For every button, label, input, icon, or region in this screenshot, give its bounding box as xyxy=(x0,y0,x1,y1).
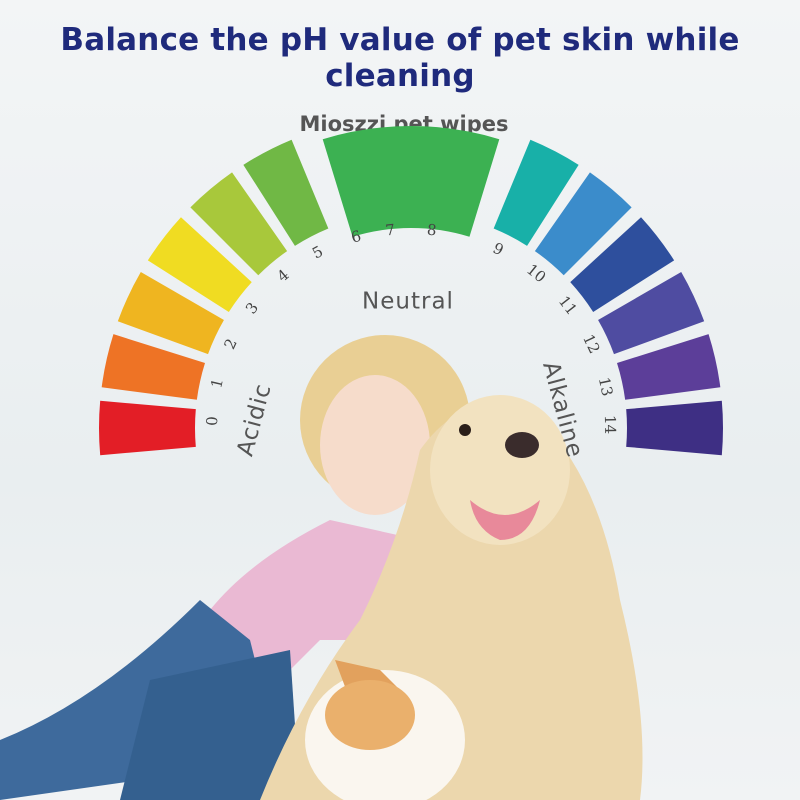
ph-segment-1 xyxy=(101,334,205,400)
ph-segment-14 xyxy=(626,400,723,456)
ph-segment-4 xyxy=(190,172,288,276)
ph-segment-0 xyxy=(99,400,196,456)
ph-number: 11 xyxy=(555,292,581,318)
ph-number: 3 xyxy=(242,299,262,317)
ph-segment-9 xyxy=(493,139,579,246)
ph-segment-13 xyxy=(617,334,721,400)
ph-number: 2 xyxy=(220,336,240,352)
zone-label-alkaline: Alkaline xyxy=(537,359,588,461)
ph-number: 13 xyxy=(595,375,617,397)
ph-number: 4 xyxy=(274,266,293,286)
ph-segment-2 xyxy=(117,272,224,355)
ph-segment-12 xyxy=(598,272,705,355)
ph-number: 6 xyxy=(349,227,363,247)
ph-number: 12 xyxy=(579,331,603,356)
ph-number: 9 xyxy=(490,239,506,259)
girl-icon xyxy=(0,335,470,800)
ph-segment-3 xyxy=(147,217,252,312)
ph-number: 1 xyxy=(207,377,227,390)
ph-number: 14 xyxy=(601,415,619,434)
ph-number: 5 xyxy=(309,242,326,262)
page-title: Balance the pH value of pet skin while c… xyxy=(60,22,740,94)
ph-number: 7 xyxy=(385,221,396,240)
ph-segment-10 xyxy=(534,172,632,276)
cat-icon xyxy=(305,660,465,800)
zone-label-neutral: Neutral xyxy=(362,289,454,315)
ph-number: 10 xyxy=(523,260,549,286)
ph-segment-6-8 xyxy=(322,126,500,237)
zone-label-acidic: Acidic xyxy=(232,381,276,459)
ph-segment-5 xyxy=(243,139,329,246)
ph-segment-11 xyxy=(570,217,675,312)
ph-number: 0 xyxy=(203,416,221,426)
ph-number: 8 xyxy=(426,221,437,240)
